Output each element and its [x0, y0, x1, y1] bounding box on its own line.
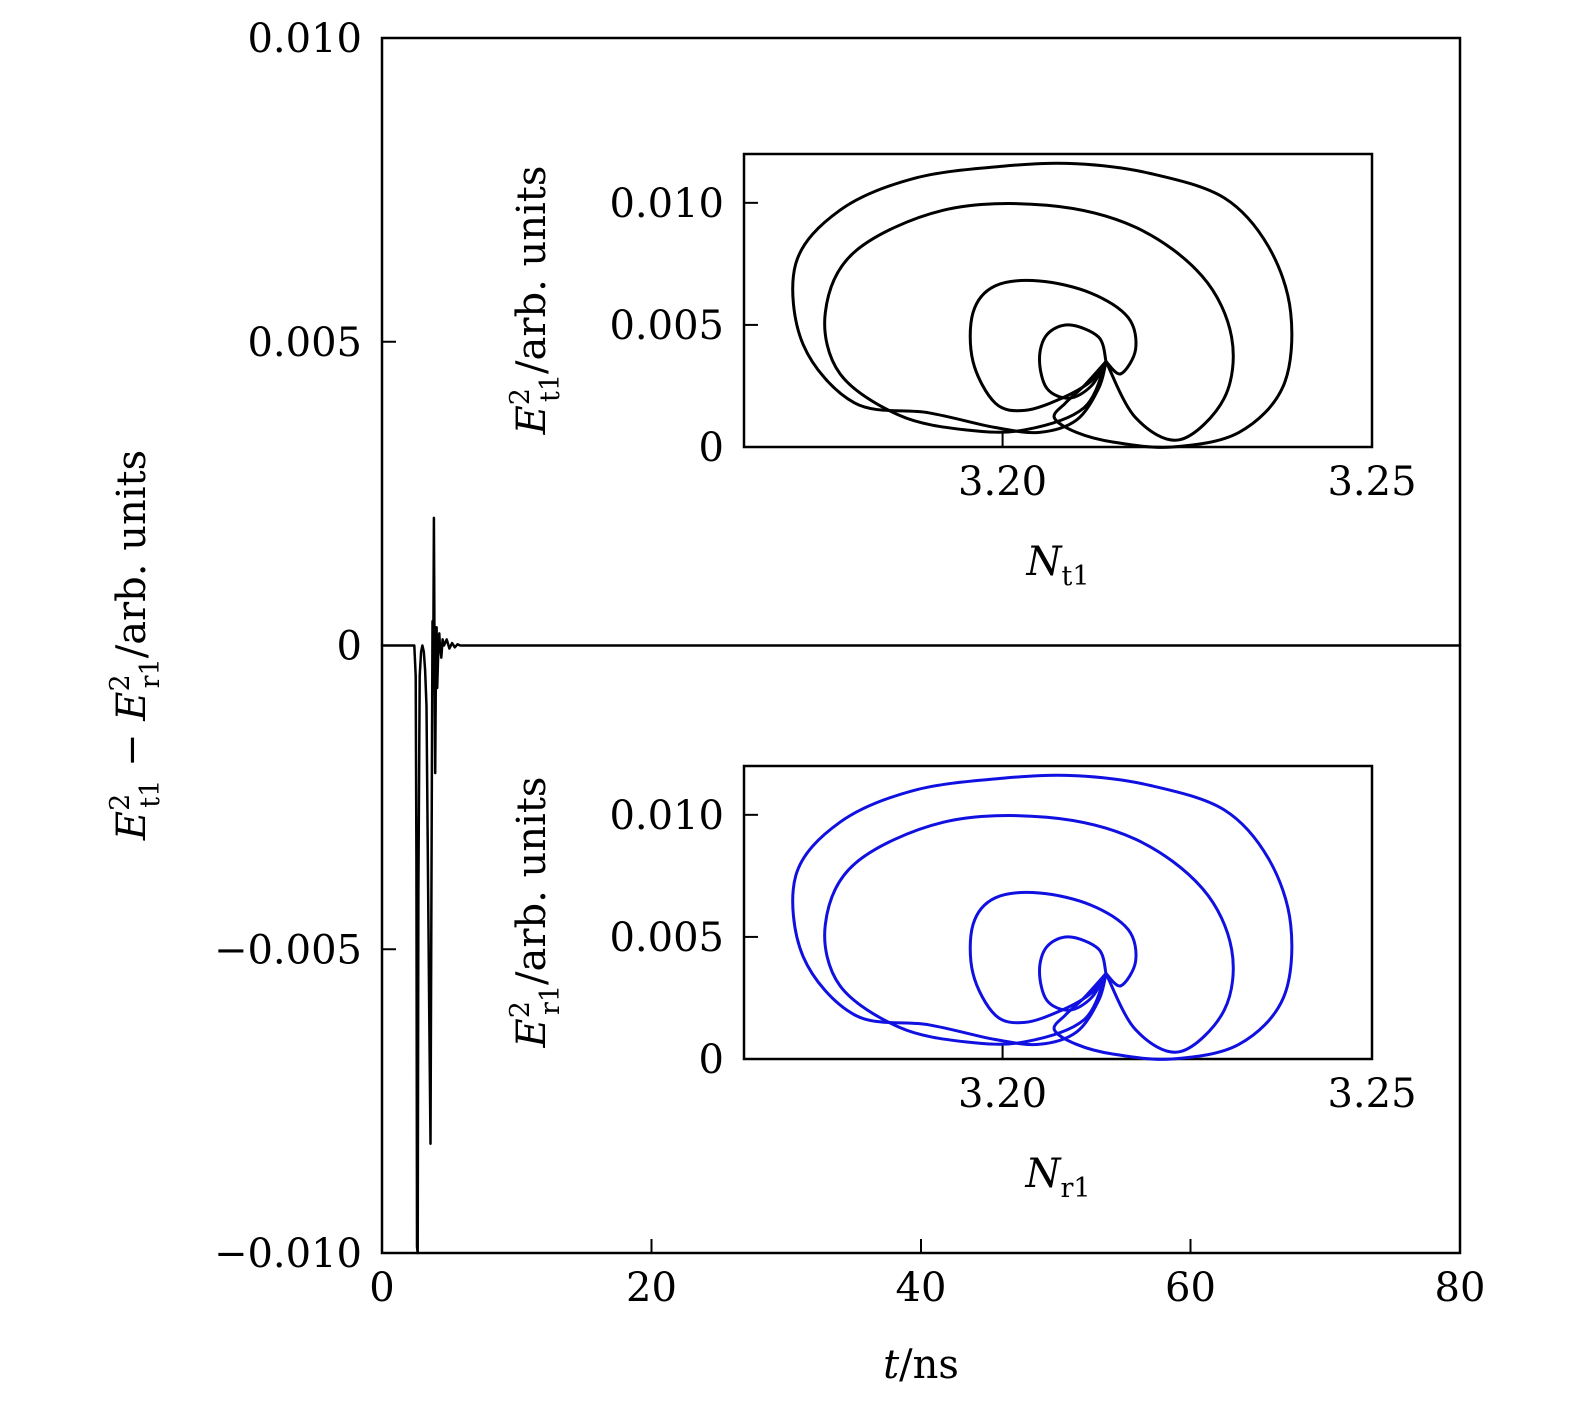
- inset-top-chart: 3.20 3.25 0 0.005 0.010 Nt1 E2t1/arb. units: [505, 152, 1417, 592]
- inset-bottom-y-tick-label: 0.005: [609, 915, 724, 961]
- main-series: [380, 516, 1462, 1255]
- inset-top-y-tick-label: 0: [699, 425, 724, 471]
- inset-top-frame: [742, 152, 1374, 449]
- main-series-line-0: [380, 516, 1462, 1255]
- inset-bottom-series-line-0: [791, 773, 1294, 1061]
- inset-top-y-axis-label: E2t1/arb. units: [505, 166, 566, 436]
- inset-bottom-series-line-2: [968, 890, 1138, 1025]
- inset-top-series-line-0: [791, 161, 1294, 449]
- main-x-tick-label: 60: [1165, 1265, 1216, 1311]
- main-y-tick-label: 0.005: [247, 320, 362, 366]
- inset-top-x-tick-label: 3.25: [1327, 459, 1416, 505]
- inset-top-series-line-1: [823, 202, 1235, 442]
- inset-bottom-ticks: 3.20 3.25 0 0.005 0.010: [609, 793, 1416, 1117]
- inset-bottom-x-tick-label: 3.25: [1327, 1071, 1416, 1117]
- inset-top-x-tick-label: 3.20: [958, 459, 1047, 505]
- inset-bottom-y-tick-label: 0.010: [609, 793, 724, 839]
- inset-top-series-line-2: [968, 278, 1138, 413]
- inset-bottom-y-tick-label: 0: [699, 1037, 724, 1083]
- inset-bottom-x-axis-label: Nr1: [1024, 1151, 1090, 1204]
- main-x-axis-label: t/ns: [883, 1342, 959, 1388]
- inset-bottom-series: [791, 773, 1294, 1061]
- inset-top-ticks: 3.20 3.25 0 0.005 0.010: [609, 181, 1416, 505]
- inset-top-series: [791, 161, 1294, 449]
- main-x-tick-label: 20: [626, 1265, 677, 1311]
- main-chart: 0 20 40 60 80 0.010 0.005 0 −0.005 −0.010 t/ns E2…: [105, 16, 1485, 1388]
- main-x-tick-label: 40: [896, 1265, 947, 1311]
- main-y-tick-label: 0: [337, 624, 362, 670]
- inset-top-y-tick-label: 0.005: [609, 303, 724, 349]
- main-ticks: 0 20 40 60 80 0.010 0.005 0 −0.005 −0.010: [214, 16, 1485, 1311]
- main-x-tick-label: 80: [1435, 1265, 1486, 1311]
- main-y-tick-label: −0.010: [214, 1231, 362, 1277]
- inset-top-series-line-3: [1038, 323, 1108, 400]
- inset-bottom-chart: 3.20 3.25 0 0.005 0.010 Nr1 E2r1/arb. units: [505, 764, 1417, 1204]
- inset-bottom-y-axis-label: E2r1/arb. units: [505, 777, 566, 1049]
- inset-top-y-tick-label: 0.010: [609, 181, 724, 227]
- main-y-tick-label: 0.010: [247, 16, 362, 62]
- main-x-tick-label: 0: [369, 1265, 394, 1311]
- main-y-tick-label: −0.005: [214, 927, 362, 973]
- inset-bottom-x-tick-label: 3.20: [958, 1071, 1047, 1117]
- inset-top-x-axis-label: Nt1: [1025, 539, 1089, 592]
- inset-bottom-frame: [742, 764, 1374, 1061]
- inset-bottom-series-line-3: [1038, 935, 1108, 1012]
- inset-bottom-series-line-1: [823, 814, 1235, 1054]
- main-y-axis-label: E2t1 − E2r1/arb. units: [105, 450, 166, 841]
